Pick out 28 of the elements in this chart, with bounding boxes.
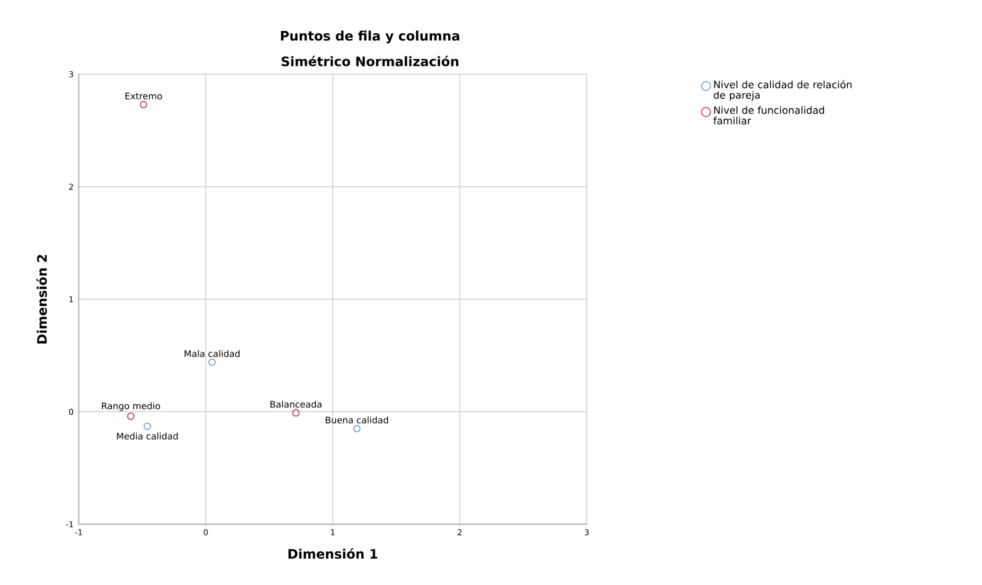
point [144, 422, 152, 430]
point [208, 358, 216, 366]
point [140, 100, 148, 108]
y-tick-label: 1 [70, 296, 73, 302]
data-label: Mala calidad [184, 350, 240, 358]
y-axis-title: Dimensión 2 [36, 254, 47, 344]
data-label: Rango medio [102, 402, 160, 412]
data-label: Balanceada [270, 400, 322, 408]
y-tick-label: 3 [69, 71, 74, 78]
x-tick-label: 0 [204, 529, 208, 536]
chart-title: Puntos de fila y columna [280, 30, 460, 44]
data-label: Extremo [125, 92, 162, 100]
x-tick-label: 2 [458, 529, 462, 536]
data-label: Media calidad [117, 432, 178, 440]
x-tick-label: 1 [331, 529, 335, 536]
y-tick-label: 2 [69, 184, 73, 190]
y-tick-label: 0 [69, 408, 74, 415]
x-tick-label: 3 [584, 529, 589, 536]
data-label: Buena calidad [326, 416, 388, 424]
x-axis-title: Dimensión 1 [288, 548, 378, 559]
x-tick-label: -1 [75, 529, 82, 536]
legend-label: Nivel de calidad de relación de pareja [714, 80, 852, 101]
legend-label: Nivel de funcionalidad familiar [713, 106, 824, 124]
point [292, 409, 300, 417]
chart-subtitle: Simétrico Normalización [282, 56, 458, 66]
point [127, 412, 135, 420]
y-tick-label: -1 [66, 521, 73, 528]
point [353, 424, 361, 432]
